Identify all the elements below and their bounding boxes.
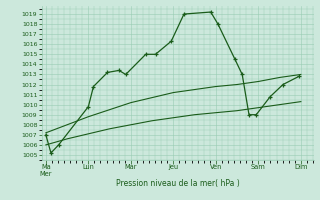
X-axis label: Pression niveau de la mer( hPa ): Pression niveau de la mer( hPa ) <box>116 179 239 188</box>
